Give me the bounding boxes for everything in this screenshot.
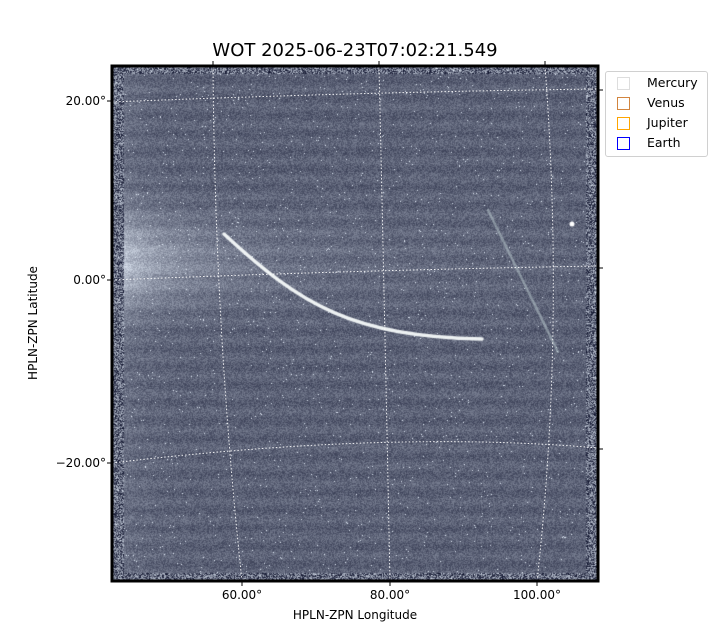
grid-lon-100: [536, 65, 554, 582]
grid-lon-80: [378, 65, 391, 582]
legend-label: Venus: [647, 95, 685, 110]
grid-lat-minus20: [111, 441, 599, 464]
legend-label: Mercury: [647, 75, 698, 90]
legend-swatch: [617, 117, 630, 130]
legend-label: Earth: [647, 135, 681, 150]
legend-label: Jupiter: [647, 115, 688, 130]
solar-image: [112, 66, 598, 581]
y-axis-label: HPLN-ZPN Latitude: [26, 266, 40, 380]
y-tick-label: −20.00°: [55, 456, 106, 470]
y-tick-label: 20.00°: [65, 94, 106, 108]
grid-lon-60: [212, 65, 243, 582]
legend-swatch: [617, 97, 630, 110]
grid-lat-0: [111, 265, 599, 281]
y-tick-label: 0.00°: [73, 273, 106, 287]
legend: Mercury Venus Jupiter Earth: [605, 71, 708, 157]
plot-frame: [110, 64, 600, 583]
x-tick-label: 60.00°: [221, 588, 263, 602]
chart-title: WOT 2025-06-23T07:02:21.549: [212, 40, 498, 61]
x-tick-label: 80.00°: [369, 588, 411, 602]
legend-swatch: [617, 137, 630, 150]
grid-lat-20: [111, 88, 599, 103]
x-tick-label: 100.00°: [513, 588, 561, 602]
legend-swatch: [617, 77, 630, 90]
x-axis-label: HPLN-ZPN Longitude: [292, 608, 418, 622]
